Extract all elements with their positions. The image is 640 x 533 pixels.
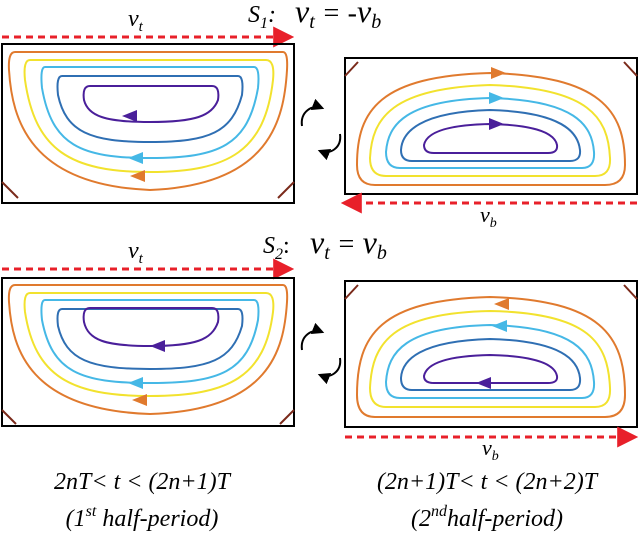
corner-mark [344, 61, 638, 77]
top-wall-velocity-label: vt [128, 238, 144, 267]
panel-bottom-right: vb [344, 280, 639, 464]
streamline-2 [368, 309, 612, 408]
eq-op: = [315, 0, 348, 29]
cavity-frame [1, 277, 295, 427]
flow-arrowhead [492, 320, 507, 332]
corner-mark [1, 409, 295, 425]
cavity-frame [344, 57, 638, 195]
flow-arrowhead [132, 394, 147, 406]
flow-arrowhead [150, 340, 165, 352]
scenario-1-equation: vt = -vb [295, 0, 381, 33]
streamline-1 [355, 71, 627, 186]
streamline-5 [422, 122, 559, 154]
top-wall-velocity-label: vt [128, 6, 144, 35]
streamline-group [7, 51, 289, 192]
cavity-frame [1, 43, 295, 204]
streamline-4 [56, 75, 244, 144]
scenario-1-label: S1: [248, 2, 276, 32]
flow-arrowhead [489, 118, 504, 130]
corner-mark [1, 181, 295, 199]
flow-arrowhead [130, 170, 145, 182]
switch-cycle-icon [300, 98, 342, 161]
streamline-3 [40, 66, 260, 160]
flow-arrowhead [491, 67, 506, 79]
flow-arrowhead [494, 298, 509, 310]
panel-top-right: vb [340, 57, 638, 231]
scenario-label-main: S [248, 2, 260, 28]
left-half-period-label: (1st half-period) [66, 503, 219, 532]
streamline-1 [355, 295, 627, 418]
switch-cycle-icon [300, 322, 342, 385]
streamline-2 [23, 59, 275, 174]
streamline-group [7, 284, 289, 416]
streamline-3 [384, 96, 596, 169]
streamline-4 [399, 108, 582, 162]
streamline-2 [23, 292, 275, 398]
flow-arrowhead [122, 110, 137, 122]
scenario-2-equation: vt = vb [310, 224, 387, 264]
right-time-interval: (2n+1)T< t < (2n+2)T [377, 469, 599, 495]
streamline-5 [82, 85, 220, 124]
panel-bottom-left: vt [1, 238, 295, 427]
scenario-2-label: S2: [263, 233, 290, 263]
eq-rhs-sub: b [371, 11, 381, 33]
flow-arrowhead [128, 152, 143, 164]
streamline-2 [368, 83, 612, 177]
left-time-interval: 2nT< t < (2n+1)T [54, 469, 232, 495]
bottom-wall-velocity-label: vb [480, 202, 497, 231]
corner-mark [344, 284, 638, 300]
eq-lhs-sub: t [309, 11, 315, 33]
flow-arrowhead [476, 377, 491, 389]
streamline-1 [7, 284, 289, 416]
scenario-1: S1: vt = -vb vt [1, 0, 638, 231]
streamline-1 [7, 51, 289, 192]
eq-sign: - [348, 0, 357, 29]
captions: 2nT< t < (2n+1)T (1st half-period) (2n+1… [54, 469, 599, 532]
flow-arrowhead [489, 92, 504, 104]
streamline-3 [40, 299, 260, 385]
streamline-5 [82, 307, 220, 348]
eq-lhs: v [295, 0, 310, 29]
streamline-group [355, 67, 627, 186]
panel-top-left: vt [1, 6, 295, 204]
scenario-2: S2: vt = vb vt [1, 224, 639, 464]
scenario-label-colon: : [268, 2, 276, 28]
flow-arrowhead [128, 377, 143, 389]
bottom-wall-velocity-label: vb [482, 435, 499, 464]
cavity-frame [344, 280, 638, 428]
scenario-label-sub: 1 [260, 15, 268, 32]
streamline-group [355, 295, 627, 418]
streamline-3 [384, 323, 596, 399]
eq-rhs: v [357, 0, 372, 29]
right-half-period-label: (2ndhalf-period) [411, 503, 563, 532]
streamline-4 [56, 308, 244, 371]
streamline-4 [399, 337, 582, 391]
